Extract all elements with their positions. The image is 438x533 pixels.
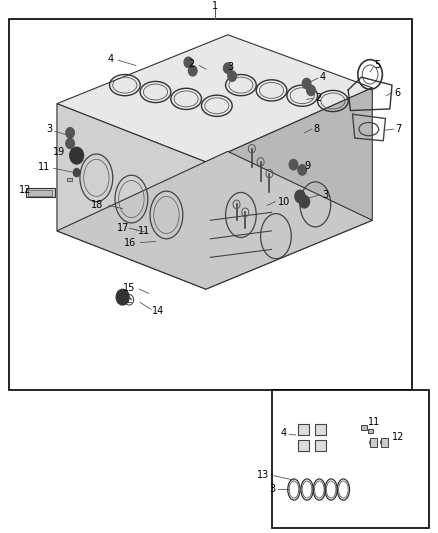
Bar — [298, 440, 309, 451]
Text: 7: 7 — [396, 124, 402, 134]
Circle shape — [184, 57, 193, 68]
Bar — [272, 390, 429, 528]
Bar — [370, 438, 377, 447]
Polygon shape — [57, 151, 372, 289]
Text: 4: 4 — [108, 54, 114, 63]
Text: 4: 4 — [281, 429, 287, 438]
Circle shape — [73, 168, 80, 177]
Text: 5: 5 — [374, 60, 381, 70]
Bar — [381, 438, 388, 447]
Text: 1: 1 — [212, 1, 218, 11]
Circle shape — [295, 190, 305, 203]
Circle shape — [116, 289, 129, 305]
Bar — [67, 178, 72, 181]
Text: 6: 6 — [394, 87, 400, 98]
Text: 3: 3 — [322, 190, 328, 200]
Circle shape — [188, 66, 197, 76]
Text: 3: 3 — [46, 124, 53, 134]
Text: 19: 19 — [53, 148, 66, 157]
Bar — [298, 424, 309, 435]
Bar — [315, 424, 326, 435]
Circle shape — [302, 78, 311, 89]
Text: 3: 3 — [269, 484, 275, 494]
Text: 11: 11 — [138, 226, 150, 236]
Bar — [26, 188, 55, 198]
Text: 11: 11 — [38, 162, 50, 172]
Circle shape — [66, 138, 74, 149]
Circle shape — [223, 63, 232, 74]
Text: 2: 2 — [189, 59, 195, 69]
Circle shape — [307, 85, 315, 96]
Text: 8: 8 — [313, 124, 319, 134]
Text: 18: 18 — [91, 200, 103, 211]
Text: 13: 13 — [257, 470, 269, 480]
Text: 14: 14 — [152, 306, 165, 317]
Bar — [315, 440, 326, 451]
Circle shape — [299, 196, 310, 208]
Circle shape — [289, 159, 298, 170]
Text: 16: 16 — [124, 238, 136, 247]
Text: 2: 2 — [315, 93, 321, 103]
Text: 17: 17 — [117, 223, 129, 233]
Circle shape — [298, 165, 307, 175]
Text: 9: 9 — [304, 161, 311, 171]
Bar — [361, 425, 367, 430]
Text: 3: 3 — [228, 61, 234, 71]
Bar — [28, 190, 52, 196]
Bar — [9, 19, 412, 390]
Circle shape — [66, 127, 74, 138]
Circle shape — [228, 71, 237, 82]
Polygon shape — [57, 103, 206, 289]
Text: 10: 10 — [278, 197, 290, 207]
Polygon shape — [57, 35, 372, 162]
Text: 4: 4 — [320, 72, 326, 82]
Polygon shape — [206, 88, 372, 289]
Text: 11: 11 — [368, 417, 380, 427]
Circle shape — [70, 147, 84, 164]
Text: 12: 12 — [392, 432, 404, 441]
Text: 12: 12 — [19, 184, 32, 195]
Bar — [368, 429, 373, 433]
Text: 15: 15 — [123, 283, 135, 293]
